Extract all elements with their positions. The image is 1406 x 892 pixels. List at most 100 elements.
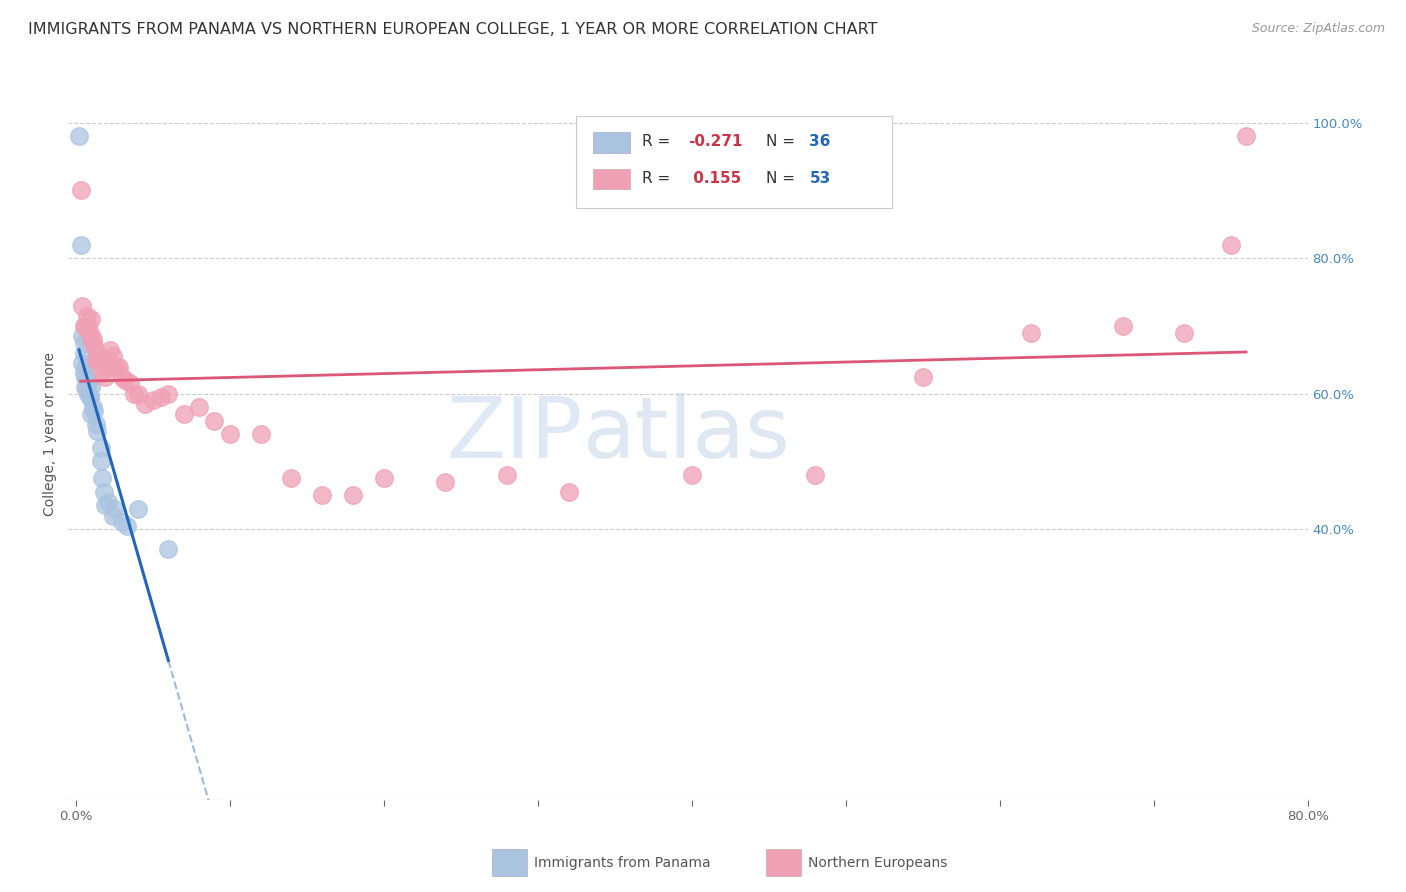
Point [103, 359, 125, 374]
Point [111, 369, 134, 384]
Text: atlas: atlas [582, 392, 790, 475]
Point [79, 390, 101, 404]
Point [84, 352, 107, 367]
Point [80, 312, 103, 326]
Point [80, 333, 103, 347]
Point [342, 488, 364, 502]
Point [94, 369, 117, 384]
Text: Immigrants from Panama: Immigrants from Panama [534, 856, 711, 871]
Point [1112, 318, 1135, 333]
Point [204, 414, 226, 428]
Point [118, 376, 141, 391]
Point [911, 369, 934, 384]
Point [101, 508, 124, 523]
Text: 36: 36 [810, 134, 831, 149]
FancyBboxPatch shape [592, 169, 630, 189]
Point [93, 359, 115, 374]
Point [70, 299, 93, 313]
Text: 53: 53 [810, 170, 831, 186]
Text: ZIP: ZIP [446, 392, 582, 475]
Point [90, 454, 112, 468]
Point [79, 390, 101, 404]
Text: R =: R = [643, 134, 675, 149]
Point [1173, 326, 1195, 340]
Point [91, 471, 114, 485]
Point [77, 376, 100, 391]
Text: Northern Europeans: Northern Europeans [808, 856, 948, 871]
Point [219, 427, 242, 442]
Point [75, 318, 97, 333]
Point [127, 386, 149, 401]
Point [103, 501, 125, 516]
Point [127, 501, 149, 516]
Point [496, 467, 519, 482]
Point [75, 359, 97, 374]
Text: N =: N = [766, 134, 800, 149]
Point [173, 407, 195, 421]
Point [91, 367, 114, 381]
Point [75, 380, 97, 394]
Point [157, 542, 180, 557]
Point [114, 373, 136, 387]
Text: -0.271: -0.271 [688, 134, 742, 149]
Point [804, 467, 827, 482]
Point [79, 326, 101, 340]
Point [70, 329, 93, 343]
Point [76, 384, 98, 398]
Text: R =: R = [643, 170, 675, 186]
Point [87, 356, 110, 370]
Point [76, 373, 98, 387]
Point [1219, 237, 1241, 252]
Point [86, 424, 108, 438]
Point [97, 495, 120, 509]
Point [67, 129, 90, 144]
Y-axis label: College, 1 year or more: College, 1 year or more [44, 352, 58, 516]
Text: 0.155: 0.155 [688, 170, 741, 186]
Point [149, 390, 172, 404]
Point [681, 467, 703, 482]
Point [84, 417, 107, 431]
Point [111, 516, 134, 530]
Point [93, 484, 115, 499]
FancyBboxPatch shape [576, 116, 893, 208]
Point [157, 386, 180, 401]
Text: IMMIGRANTS FROM PANAMA VS NORTHERN EUROPEAN COLLEGE, 1 YEAR OR MORE CORRELATION : IMMIGRANTS FROM PANAMA VS NORTHERN EUROP… [28, 22, 877, 37]
Point [108, 359, 131, 374]
Point [90, 356, 112, 370]
Text: N =: N = [766, 170, 800, 186]
Point [83, 403, 105, 417]
Point [557, 484, 579, 499]
Point [70, 356, 93, 370]
Point [249, 427, 271, 442]
Point [115, 518, 138, 533]
Point [124, 386, 146, 401]
Point [75, 369, 97, 384]
Point [77, 318, 100, 333]
FancyBboxPatch shape [592, 132, 630, 153]
Point [101, 350, 124, 364]
Point [373, 471, 395, 485]
Point [98, 343, 121, 357]
Point [96, 352, 118, 367]
Point [142, 393, 165, 408]
Point [80, 380, 103, 394]
Point [69, 237, 91, 252]
Point [94, 499, 117, 513]
Point [188, 400, 211, 414]
Point [76, 376, 98, 391]
Point [134, 397, 156, 411]
Point [107, 359, 129, 374]
Point [77, 373, 100, 387]
Point [1234, 129, 1257, 144]
Point [83, 339, 105, 353]
Point [72, 318, 94, 333]
Point [82, 400, 104, 414]
Point [69, 184, 91, 198]
Text: Source: ZipAtlas.com: Source: ZipAtlas.com [1251, 22, 1385, 36]
Point [76, 309, 98, 323]
Point [82, 333, 104, 347]
Point [80, 407, 103, 421]
Point [72, 335, 94, 350]
Point [311, 488, 333, 502]
Point [72, 346, 94, 360]
